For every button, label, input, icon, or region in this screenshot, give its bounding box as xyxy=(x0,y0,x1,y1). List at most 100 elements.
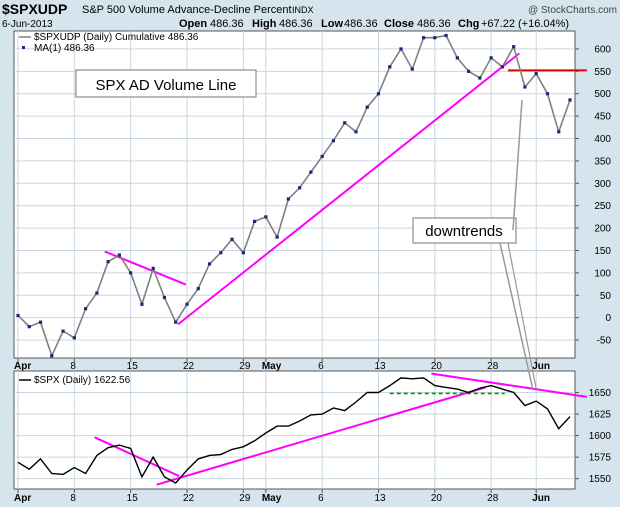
upper-legend-ma: MA(1) 486.36 xyxy=(34,43,95,54)
ma-marker xyxy=(207,262,212,266)
lower-grid xyxy=(14,371,575,489)
y-tick-label: 550 xyxy=(594,67,611,78)
x-tick-label: 22 xyxy=(183,361,195,372)
pointer-line-lower-2 xyxy=(507,242,537,389)
y-tick-label: 400 xyxy=(594,134,611,145)
ma-marker xyxy=(241,251,245,255)
ma-marker xyxy=(523,85,527,89)
upper-legend: $SPXUDP (Daily) Cumulative 486.36 MA(1) … xyxy=(19,32,199,54)
chg-label: Chg xyxy=(458,18,479,30)
lower-legend-series: $SPX (Daily) 1622.56 xyxy=(34,375,131,386)
lower-y-axis: 1550 1575 1600 1625 1650 xyxy=(575,388,611,485)
downtrends-annotation: downtrends xyxy=(412,217,517,244)
y-tick-label: 1650 xyxy=(589,388,612,399)
ma-marker xyxy=(478,76,482,80)
spx-price-line xyxy=(17,377,571,484)
legend-marker-swatch xyxy=(22,46,25,49)
y-tick-label: 1575 xyxy=(589,453,612,464)
y-tick-label: 250 xyxy=(594,201,611,212)
ma-marker xyxy=(500,65,505,69)
upper-trendline xyxy=(104,250,187,286)
ma-marker xyxy=(534,71,538,76)
x-tick-label: Apr xyxy=(14,361,31,372)
pointer-line-lower xyxy=(499,242,534,391)
x-tick-label: 13 xyxy=(374,493,386,504)
ma-marker xyxy=(568,98,572,102)
ma-marker xyxy=(354,130,358,134)
ma-marker xyxy=(264,215,268,219)
ma-marker xyxy=(61,329,65,333)
lower-legend: $SPX (Daily) 1622.56 xyxy=(19,375,131,386)
x-tick-label: 29 xyxy=(239,493,251,504)
ma-marker xyxy=(162,295,167,300)
lower-plot-area xyxy=(13,370,576,490)
y-tick-label: 350 xyxy=(594,156,611,167)
quote-row: Open 486.36 High 486.36 Low 486.36 Close… xyxy=(179,18,569,30)
upper-trendline xyxy=(177,52,520,326)
x-tick-label: Jun xyxy=(532,493,550,504)
ma-marker xyxy=(117,253,121,257)
ma-marker xyxy=(275,235,279,239)
ma-marker xyxy=(545,92,550,96)
downtrends-annotation-text: downtrends xyxy=(425,223,503,240)
ma-marker xyxy=(38,320,43,324)
ma-marker xyxy=(467,69,471,73)
ma-marker xyxy=(50,354,54,358)
x-tick-label: 22 xyxy=(183,493,195,504)
ma-marker xyxy=(388,65,392,69)
cumulative-ad-line xyxy=(17,34,571,358)
symbol-title: $SPXUDP xyxy=(2,1,67,17)
low-value: 486.36 xyxy=(344,18,378,30)
chart-date: 6-Jun-2013 xyxy=(2,19,53,30)
y-tick-label: 200 xyxy=(594,224,611,235)
y-tick-label: 300 xyxy=(594,179,611,190)
x-tick-label: Jun xyxy=(532,361,550,372)
ma-marker xyxy=(83,307,88,311)
ma-marker xyxy=(95,291,99,295)
close-value: 486.36 xyxy=(417,18,451,30)
ma-marker xyxy=(421,36,426,40)
x-tick-label: 29 xyxy=(239,361,251,372)
ma-marker xyxy=(106,260,110,264)
x-tick-label: 28 xyxy=(487,361,499,372)
x-tick-label: May xyxy=(262,493,282,504)
symbol-description: S&P 500 Volume Advance-Decline Percent xyxy=(82,4,292,16)
y-tick-label: 500 xyxy=(594,89,611,100)
ma-marker xyxy=(129,271,133,275)
upper-panel: -50050100150200250300350400450500550600 … xyxy=(13,30,612,359)
x-tick-label: 15 xyxy=(127,493,139,504)
ma-marker xyxy=(343,121,347,125)
ma-marker xyxy=(174,320,178,324)
high-value: 486.36 xyxy=(279,18,313,30)
ma-marker xyxy=(376,92,381,96)
title-annotation-box xyxy=(75,69,257,98)
ma-marker xyxy=(298,186,302,190)
ma-marker xyxy=(219,251,223,255)
copyright: @ StockCharts.com xyxy=(528,5,617,16)
annotation-pointers xyxy=(499,99,537,391)
ma-marker xyxy=(489,56,493,60)
ma-marker xyxy=(230,237,234,241)
y-tick-label: 0 xyxy=(605,313,611,324)
ma-marker xyxy=(185,302,189,306)
x-tick-label: 13 xyxy=(374,361,386,372)
y-tick-label: 1550 xyxy=(589,474,612,485)
x-tick-label: 8 xyxy=(70,493,76,504)
y-tick-label: 50 xyxy=(600,291,612,302)
ma-marker xyxy=(444,33,448,38)
x-tick-label: Apr xyxy=(14,493,31,504)
close-label: Close xyxy=(384,18,414,30)
ma-marker xyxy=(512,45,516,49)
ma-marker xyxy=(16,313,20,318)
title-annotation: SPX AD Volume Line xyxy=(75,69,257,98)
lower-overlays xyxy=(94,372,588,486)
exchange-label: INDX xyxy=(292,5,314,15)
x-tick-label: 20 xyxy=(431,493,443,504)
x-axis: Apr 8 15 22 29 May 6 13 20 28 Jun xyxy=(14,358,550,372)
x-tick-label: 20 xyxy=(431,361,443,372)
x-tick-label: 8 xyxy=(70,361,76,372)
x-tick-label: 6 xyxy=(318,361,324,372)
ma-marker xyxy=(252,219,257,223)
lower-series xyxy=(17,377,571,484)
